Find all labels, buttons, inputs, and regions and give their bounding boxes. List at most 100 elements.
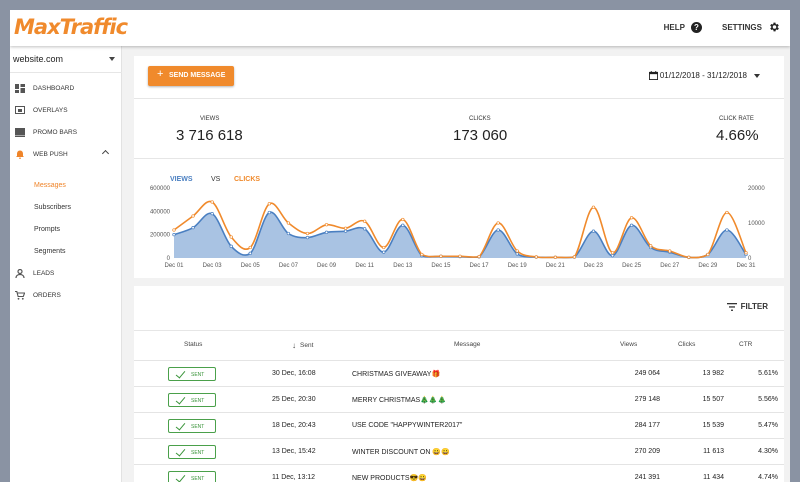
divider [134,330,784,331]
sidebar-item-web-push[interactable]: WEB PUSH [10,145,122,165]
clicks-point[interactable] [191,214,195,218]
clicks-point[interactable] [439,254,443,258]
sidebar-subitem-messages[interactable]: Messages [34,182,66,189]
clicks-point[interactable] [172,228,176,232]
clicks-point[interactable] [610,251,615,255]
views-point[interactable] [248,251,252,255]
views-point[interactable] [172,233,176,237]
clicks-point[interactable] [248,245,252,250]
date-range-picker[interactable]: 01/12/2018 - 31/12/2018 [648,71,760,80]
views-point[interactable] [610,254,615,258]
clicks-point[interactable] [629,216,634,220]
clicks-point[interactable] [382,245,386,250]
clicks-point[interactable] [324,223,329,227]
sidebar-subitem-segments[interactable]: Segments [34,248,66,255]
help-link[interactable]: HELP [663,22,685,32]
clicks-point[interactable] [649,244,653,248]
views-point[interactable] [210,212,214,216]
clicks-point[interactable] [706,252,710,257]
views-point[interactable] [324,230,329,234]
sidebar-item-label: DASHBOARD [33,85,75,92]
help-icon[interactable]: ? [690,21,702,33]
views-point[interactable] [401,223,405,227]
message-cell[interactable]: USE CODE "HAPPYWINTER2017" [352,422,463,429]
logo[interactable]: MaxTraffic [14,15,128,39]
message-cell[interactable]: WINTER DISCOUNT ON 😀😀 [352,449,450,456]
table-row[interactable]: SENT 25 Dec, 20:30 MERRY CHRISTMAS🎄🎄🎄 279 1… [134,386,784,412]
clicks-point[interactable] [420,252,424,257]
column-header-views[interactable]: Views [620,341,638,348]
clicks-point[interactable] [267,202,271,206]
clicks-point[interactable] [496,221,500,225]
sidebar-item-label: OVERLAYS [33,107,68,114]
clicks-point[interactable] [591,205,596,209]
table-row[interactable]: SENT 18 Dec, 20:43 USE CODE "HAPPYWINTER20… [134,412,784,438]
clicks-point[interactable] [286,221,291,225]
clicks-point[interactable] [458,254,462,258]
send-message-button[interactable]: + SEND MESSAGE [148,66,234,86]
sidebar-item-dashboard[interactable]: DASHBOARD [10,79,122,99]
clicks-point[interactable] [477,254,481,259]
message-cell[interactable]: CHRISTMAS GIVEAWAY🎁 [352,371,441,378]
column-header-sent[interactable]: ↓ Sent [292,341,313,350]
clicks-point[interactable] [725,210,729,215]
views-point[interactable] [382,250,386,254]
sidebar-subitem-prompts[interactable]: Prompts [34,226,61,233]
message-cell[interactable]: NEW PRODUCTS😎😀 [352,475,427,482]
views-kpi-value: 3 716 618 [176,127,243,144]
views-point[interactable] [267,210,271,215]
views-point[interactable] [515,252,519,256]
ctr-cell: 4.30% [758,448,778,455]
cart-icon [15,291,25,300]
clicks-point[interactable] [534,255,538,259]
sidebar-item-overlays[interactable]: OVERLAYS [10,101,122,121]
views-point[interactable] [229,244,233,248]
clicks-point[interactable] [401,217,405,222]
views-point[interactable] [191,226,195,230]
filter-button[interactable]: FILTER [726,302,768,311]
table-row[interactable]: SENT 13 Dec, 15:42 WINTER DISCOUNT ON 😀😀 27… [134,438,784,464]
status-badge-label: SENT [191,372,205,378]
table-row[interactable]: SENT 11 Dec, 13:12 NEW PRODUCTS😎😀 241 391 11… [134,464,784,482]
clicks-point[interactable] [343,226,348,230]
clicks-point[interactable] [668,249,672,253]
clicks-point[interactable] [515,249,519,253]
clicks-point[interactable] [305,231,310,236]
sidebar-item-promo-bars[interactable]: PROMO BARS [10,123,122,143]
legend-clicks[interactable]: CLICKS [234,176,261,183]
message-cell[interactable]: MERRY CHRISTMAS🎄🎄🎄 [352,397,447,404]
settings-link[interactable]: SETTINGS [721,22,762,32]
clicks-point[interactable] [687,255,691,259]
sidebar-subitem-subscribers[interactable]: Subscribers [34,204,71,211]
views-point[interactable] [286,231,291,236]
column-header-message[interactable]: Message [454,341,481,348]
views-point[interactable] [629,223,634,227]
sidebar-item-label: WEB PUSH [33,151,68,158]
clicks-point[interactable] [572,255,577,259]
sidebar-item-orders[interactable]: ORDERS [10,286,122,306]
clicks-point[interactable] [210,200,214,204]
views-point[interactable] [496,228,500,232]
views-point[interactable] [725,228,729,232]
views-point[interactable] [591,229,596,233]
chevron-down-icon [754,73,760,78]
views-point[interactable] [305,235,310,240]
website-select[interactable]: website.com [13,54,117,70]
clicks-point[interactable] [744,251,748,255]
sidebar-item-leads[interactable]: LEADS [10,264,122,284]
y-left-tick-label: 200000 [150,233,171,239]
plus-icon: + [157,68,164,80]
views-point[interactable] [363,227,367,231]
table-row[interactable]: SENT 30 Dec, 16:08 CHRISTMAS GIVEAWAY🎁 249 … [134,360,784,386]
clicks-point[interactable] [363,219,367,223]
gear-icon[interactable] [768,21,780,33]
check-icon [175,446,186,457]
clicks-point[interactable] [229,235,233,239]
legend-views[interactable]: VIEWS [170,176,193,183]
column-header-clicks[interactable]: Clicks [678,341,696,348]
column-header-ctr[interactable]: CTR [739,341,753,348]
column-header-status[interactable]: Status [184,341,203,348]
views-point[interactable] [343,229,348,233]
clicks-point[interactable] [553,255,557,259]
